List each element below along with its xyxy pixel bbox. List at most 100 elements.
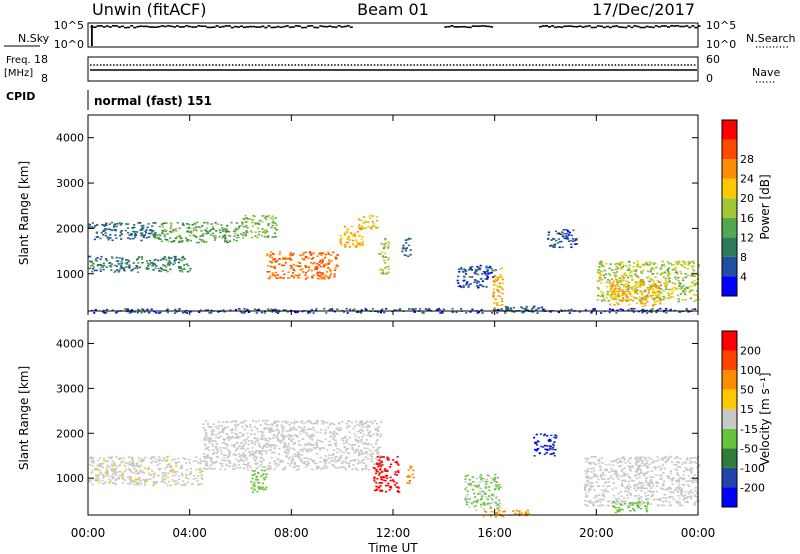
data-cell — [318, 447, 321, 450]
data-cell — [677, 461, 681, 464]
data-cell — [485, 265, 488, 268]
data-cell — [654, 283, 657, 286]
data-cell — [555, 239, 558, 242]
data-cell — [113, 462, 116, 464]
data-cell — [269, 444, 272, 446]
data-cell — [160, 481, 163, 483]
data-cell — [339, 235, 342, 237]
data-cell — [343, 445, 346, 448]
data-cell — [324, 431, 327, 434]
data-cell — [302, 252, 305, 254]
data-cell — [614, 278, 618, 281]
data-cell — [234, 437, 237, 439]
data-cell — [329, 432, 332, 434]
data-cell — [686, 459, 689, 461]
data-cell — [595, 496, 598, 498]
data-cell — [271, 256, 274, 259]
data-cell — [694, 479, 697, 482]
data-cell — [683, 494, 687, 496]
data-cell — [235, 227, 238, 230]
data-cell — [160, 259, 163, 261]
data-cell — [313, 268, 316, 271]
data-cell — [110, 269, 113, 271]
data-cell — [304, 278, 307, 280]
data-cell — [289, 253, 292, 256]
data-cell — [323, 421, 326, 424]
data-cell — [351, 309, 355, 312]
data-cell — [271, 224, 274, 227]
colorbar-segment — [722, 120, 737, 140]
data-cell — [439, 312, 442, 314]
data-cell — [685, 276, 688, 279]
data-cell — [602, 493, 605, 495]
data-cell — [336, 451, 339, 454]
data-cell — [637, 459, 640, 461]
data-cell — [487, 266, 490, 269]
data-cell — [283, 468, 286, 470]
data-cell — [114, 234, 117, 236]
data-cell — [525, 511, 528, 513]
data-cell — [255, 463, 258, 466]
data-cell — [133, 311, 136, 313]
data-cell — [634, 283, 638, 286]
data-cell — [178, 241, 181, 243]
data-cell — [210, 460, 213, 463]
data-cell — [324, 429, 327, 431]
nave-label: Nave — [752, 66, 780, 79]
data-cell — [336, 308, 339, 310]
data-cell — [111, 468, 114, 470]
data-cell — [310, 258, 313, 260]
data-cell — [269, 275, 272, 278]
data-cell — [234, 454, 237, 457]
data-cell — [327, 253, 330, 255]
data-cell — [614, 275, 617, 278]
data-cell — [611, 470, 614, 472]
data-cell — [381, 489, 384, 492]
data-cell — [221, 237, 224, 239]
data-cell — [262, 434, 265, 437]
data-cell — [385, 491, 388, 493]
data-cell — [652, 280, 655, 283]
data-cell — [617, 282, 620, 285]
data-cell — [375, 462, 378, 465]
data-cell — [235, 222, 238, 224]
data-cell — [631, 502, 634, 504]
data-cell — [263, 235, 266, 238]
data-cell — [537, 440, 540, 443]
data-cell — [115, 265, 118, 267]
data-cell — [233, 235, 236, 237]
data-cell — [689, 496, 692, 499]
data-cell — [629, 298, 632, 301]
data-cell — [634, 489, 638, 492]
data-cell — [343, 225, 346, 228]
data-cell — [568, 231, 571, 234]
data-cell — [180, 472, 183, 475]
data-cell — [283, 442, 286, 444]
data-cell — [626, 300, 629, 302]
data-cell — [249, 424, 252, 426]
data-cell — [138, 266, 142, 269]
data-cell — [152, 456, 156, 458]
data-cell — [233, 468, 236, 470]
data-cell — [493, 270, 496, 272]
data-cell — [98, 263, 101, 266]
data-cell — [682, 483, 685, 486]
data-cell — [681, 487, 684, 490]
data-cell — [462, 270, 465, 273]
data-cell — [245, 230, 248, 232]
data-cell — [348, 464, 351, 467]
data-cell — [601, 471, 605, 474]
data-cell — [133, 480, 136, 482]
data-cell — [256, 437, 259, 440]
data-cell — [106, 236, 109, 239]
data-cell — [616, 509, 619, 512]
data-cell — [198, 311, 201, 313]
data-cell — [358, 219, 361, 221]
data-cell — [615, 301, 618, 304]
data-cell — [693, 502, 696, 505]
data-cell — [295, 469, 298, 471]
data-cell — [113, 464, 116, 467]
data-cell — [102, 311, 105, 313]
data-cell — [243, 312, 246, 314]
data-cell — [286, 277, 290, 279]
